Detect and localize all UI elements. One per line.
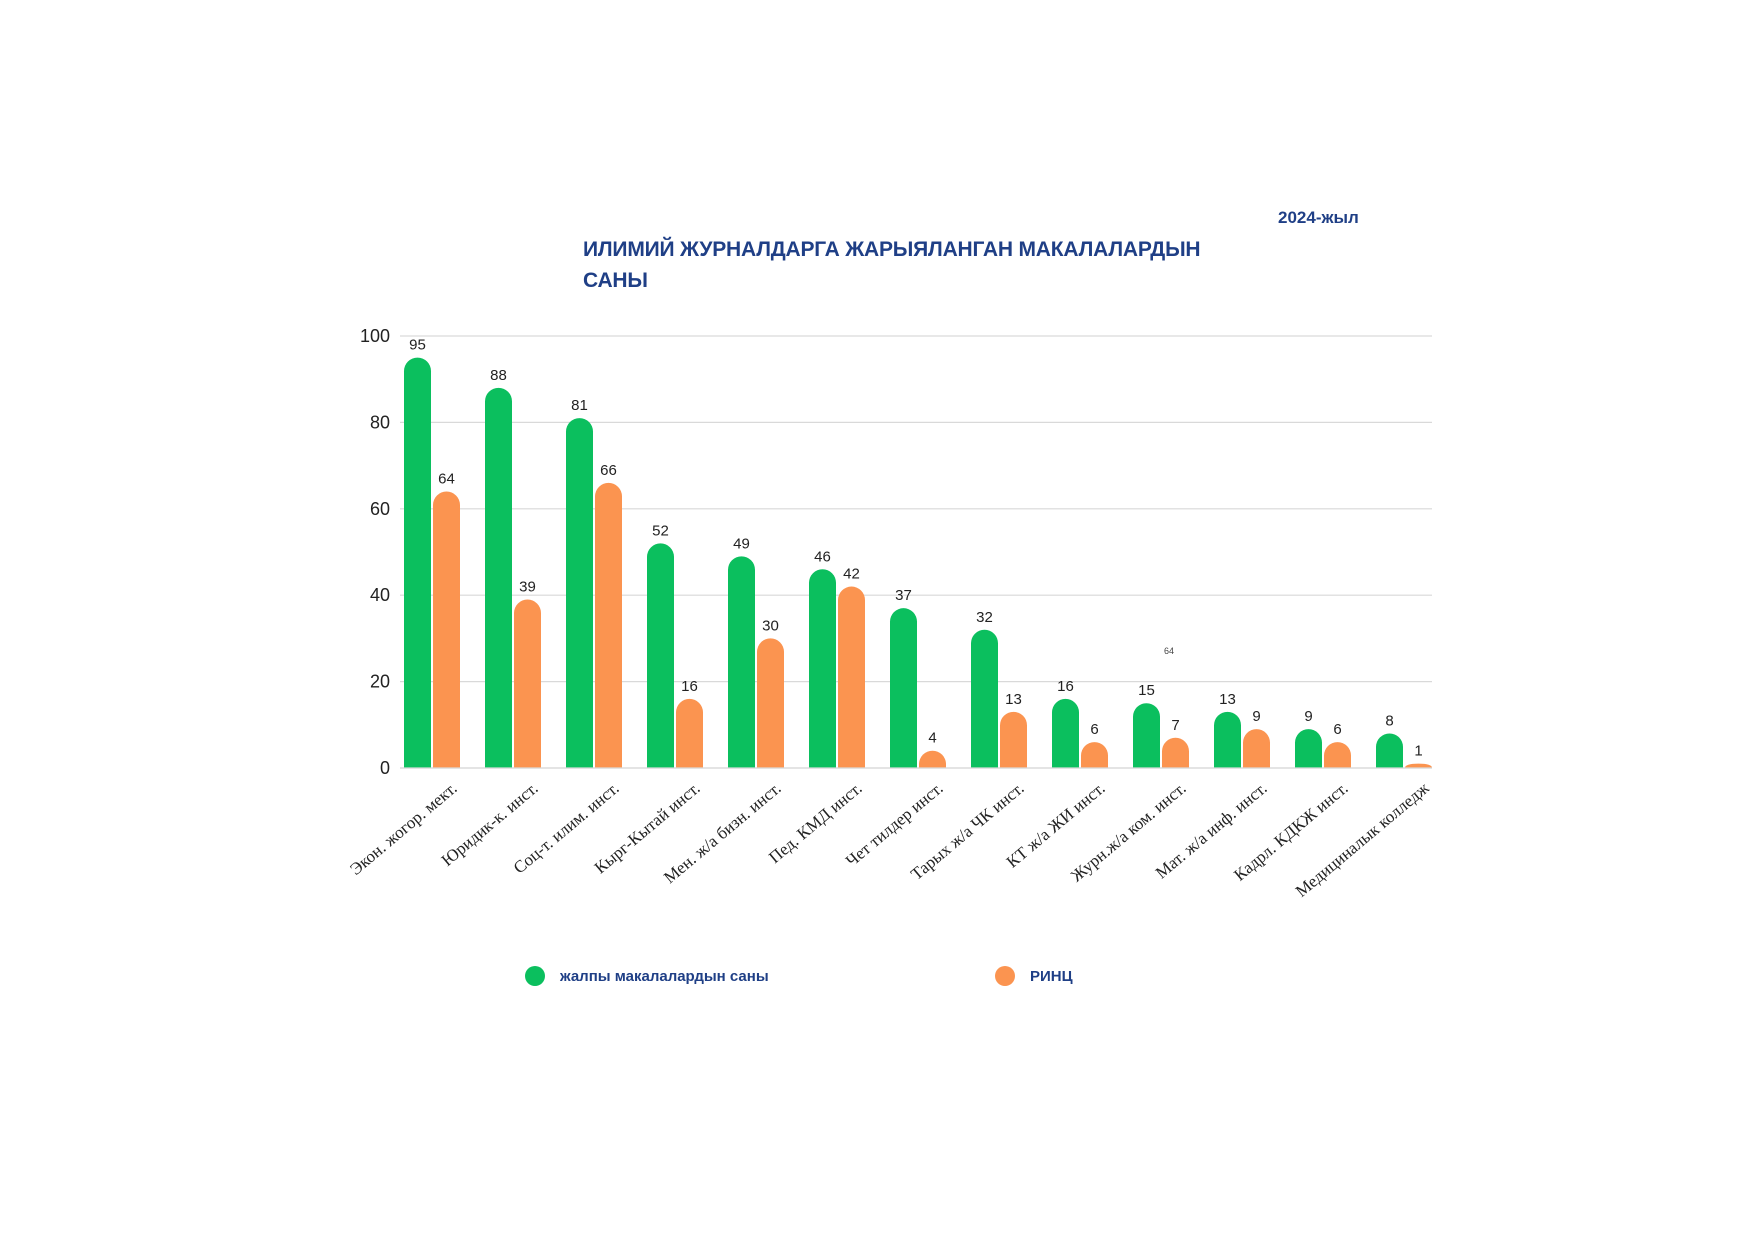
data-label: 9 — [1304, 708, 1312, 725]
bar-total — [728, 556, 755, 768]
data-label: 13 — [1219, 691, 1236, 708]
bar-rinc — [919, 750, 946, 768]
data-label: 1 — [1414, 743, 1422, 760]
bar-rinc — [514, 599, 541, 768]
data-label: 37 — [895, 587, 912, 604]
bar-rinc — [1324, 742, 1351, 768]
data-label: 13 — [1005, 691, 1022, 708]
bar-rinc — [433, 491, 460, 768]
bar-rinc — [1081, 742, 1108, 768]
data-label: 46 — [814, 548, 831, 565]
bar-total — [809, 569, 836, 768]
y-tick-label: 40 — [370, 585, 390, 605]
y-tick-label: 60 — [370, 499, 390, 519]
data-label: 6 — [1333, 721, 1341, 738]
data-label: 88 — [490, 367, 507, 384]
legend-dot-total — [525, 966, 545, 986]
data-label: 64 — [438, 471, 455, 488]
data-label: 66 — [600, 462, 617, 479]
data-label: 81 — [571, 397, 588, 414]
data-label: 30 — [762, 617, 779, 634]
legend-item-total: жалпы макалалардын саны — [525, 963, 769, 989]
bar-rinc — [1405, 763, 1432, 768]
data-label: 7 — [1171, 717, 1179, 734]
bar-total — [1214, 711, 1241, 768]
bar-total — [566, 418, 593, 768]
y-tick-label: 20 — [370, 672, 390, 692]
legend-dot-rinc — [995, 966, 1015, 986]
x-category-label: Медициналык колледж — [1292, 778, 1433, 901]
bar-total — [647, 543, 674, 768]
chart-title: ИЛИМИЙ ЖУРНАЛДАРГА ЖАРЫЯЛАНГАН МАКАЛАЛАР… — [583, 238, 1201, 292]
data-label: 16 — [1057, 678, 1074, 695]
bar-total — [1295, 729, 1322, 768]
bar-total — [971, 629, 998, 768]
bar-rinc — [595, 482, 622, 768]
y-tick-label: 100 — [360, 326, 390, 346]
data-label: 9 — [1252, 708, 1260, 725]
bar-rinc — [1000, 711, 1027, 768]
legend-item-rinc: РИНЦ — [995, 963, 1073, 989]
data-label: 32 — [976, 609, 993, 626]
bar-total — [404, 357, 431, 768]
bar-total — [1052, 698, 1079, 768]
y-tick-label: 0 — [380, 758, 390, 778]
legend-label-rinc: РИНЦ — [1030, 967, 1073, 985]
data-label: 6 — [1090, 721, 1098, 738]
bar-total — [485, 387, 512, 768]
bar-total — [1376, 733, 1403, 768]
bar-rinc — [1162, 737, 1189, 768]
data-label: 39 — [519, 579, 536, 596]
bar-rinc — [1243, 729, 1270, 768]
year-label: 2024-жыл — [1278, 208, 1359, 227]
stray-label: 64 — [1164, 646, 1175, 656]
data-label: 52 — [652, 522, 669, 539]
bar-rinc — [676, 698, 703, 768]
bar-rinc — [838, 586, 865, 768]
legend-label-total: жалпы макалалардын саны — [560, 967, 769, 985]
data-label: 16 — [681, 678, 698, 695]
data-label: 95 — [409, 337, 426, 354]
data-label: 4 — [928, 730, 936, 747]
bar-rinc — [757, 638, 784, 768]
bar-total — [890, 608, 917, 768]
data-label: 42 — [843, 566, 860, 583]
data-label: 49 — [733, 535, 750, 552]
data-label: 15 — [1138, 682, 1155, 699]
data-label: 8 — [1385, 712, 1393, 729]
bar-total — [1133, 703, 1160, 768]
y-tick-label: 80 — [370, 412, 390, 432]
